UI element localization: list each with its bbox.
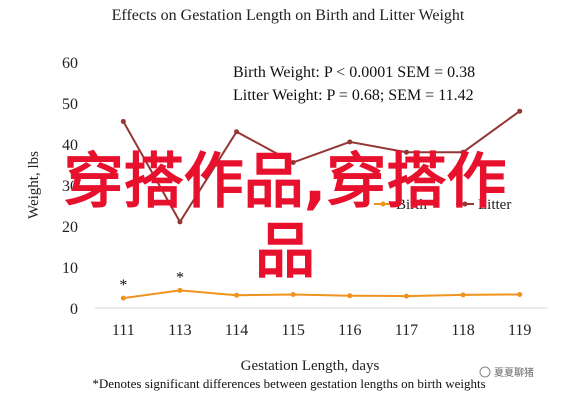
x-tick-label: 114 [225,322,248,339]
y-tick-label: 10 [62,260,78,277]
legend-label-litter: Litter [478,197,511,213]
overlay-text-line2: 品 [255,217,315,287]
y-tick-label: 30 [62,178,78,195]
data-point-litter [347,139,353,145]
y-tick-label: 60 [62,55,78,72]
data-point-birth [517,291,523,297]
data-point-litter [234,129,240,135]
series-layer: * * [119,108,523,301]
legend-label-birth: Birth [396,197,427,213]
data-point-litter [177,219,183,225]
x-tick-label: 115 [281,322,304,339]
overlay-text-line1: 穿搭作品,穿搭作 [64,147,507,217]
series-line-litter [122,110,521,224]
legend-marker-birth [380,201,386,207]
watermark: 夏夏聊猪 [479,366,534,379]
y-tick-label: 20 [62,219,78,236]
stats-birth-weight: Birth Weight: P < 0.0001 SEM = 0.38 [233,64,475,81]
x-tick-label: 117 [395,322,418,339]
x-tick-label: 116 [338,322,361,339]
x-axis-label: Gestation Length, days [241,358,380,374]
data-point-litter [517,108,523,114]
y-tick-label: 0 [70,301,78,318]
stats-litter-weight: Litter Weight: P = 0.68; SEM = 11.42 [233,87,474,104]
data-point-birth [234,292,240,298]
data-point-litter [403,149,409,155]
watermark-text: 夏夏聊猪 [494,366,534,379]
series-line-birth [123,289,520,300]
legend: Birth Litter [374,197,511,213]
y-tick-label: 40 [62,137,78,154]
data-point-birth [347,293,353,299]
wechat-icon [479,366,491,378]
data-point-birth [177,287,183,293]
x-tick-label: 113 [168,322,191,339]
data-point-birth [403,293,409,299]
x-tick-label: 111 [112,322,135,339]
y-axis-ticks: 0 10 20 30 40 50 60 [62,55,78,318]
chart-title: Effects on Gestation Length on Birth and… [112,7,465,24]
x-tick-label: 119 [508,322,531,339]
y-tick-label: 50 [62,96,78,113]
legend-marker-litter [462,201,468,207]
x-axis-ticks: 111 113 114 115 116 117 118 119 [112,322,531,339]
y-axis-label: Weight, lbs [26,151,42,219]
data-point-litter [120,118,126,124]
data-point-litter [290,159,296,165]
significance-marker: * [176,269,184,286]
x-tick-label: 118 [451,322,474,339]
data-point-birth [290,291,296,297]
data-point-birth [460,292,466,298]
data-point-litter [460,149,466,155]
footnote: *Denotes significant differences between… [92,376,485,391]
data-point-birth [120,295,126,301]
significance-marker: * [119,277,127,294]
